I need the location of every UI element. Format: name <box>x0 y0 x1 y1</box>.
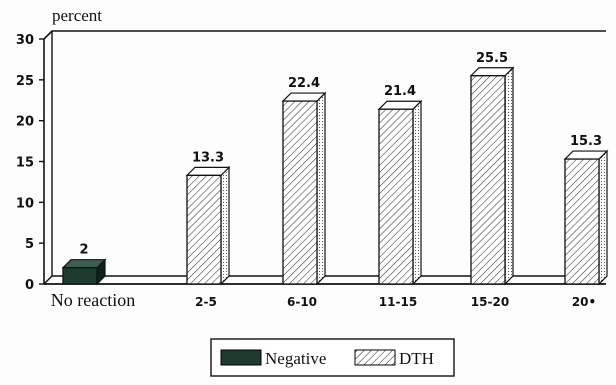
x-tick-label: No reaction <box>51 290 135 310</box>
bar-top-face <box>469 67 515 77</box>
bar-20-: 15.3 <box>563 134 609 286</box>
floor-left-edge <box>43 275 53 285</box>
y-tick-label: 20 <box>16 115 34 130</box>
bar-side-face <box>598 149 608 286</box>
bar-top-face <box>61 259 107 269</box>
x-tick-label: 15-20 <box>471 295 509 309</box>
x-tick-label: 20• <box>572 295 596 309</box>
bar-side-face <box>412 99 422 286</box>
data-label: 15.3 <box>570 134 602 149</box>
data-label: 21.4 <box>384 84 416 99</box>
bar-no-reaction: 2 <box>61 243 107 286</box>
bar-side-face <box>220 165 230 286</box>
bar-side-face <box>504 66 514 286</box>
bar-15-20: 25.5 <box>469 51 515 286</box>
bar-top-face <box>281 92 327 102</box>
x-tick-label: 2-5 <box>195 295 217 309</box>
bar-front-face <box>470 75 506 285</box>
bar-front-face <box>282 100 318 285</box>
bar-top-face <box>185 166 231 176</box>
legend: Negative DTH <box>210 338 455 377</box>
y-axis-label: percent <box>52 6 102 25</box>
bar-top-face <box>377 100 423 110</box>
y-tick-label: 10 <box>16 196 34 211</box>
y-tick-label: 30 <box>16 33 34 48</box>
legend-swatch-dth <box>354 349 396 366</box>
y-tick-label: 25 <box>16 74 34 89</box>
bar-front-face <box>378 108 414 285</box>
legend-swatch-negative <box>220 349 262 366</box>
y-tick-label: 5 <box>25 237 34 252</box>
bar-2-5: 13.3 <box>185 150 231 286</box>
data-label: 13.3 <box>192 150 224 165</box>
data-label: 25.5 <box>476 51 508 66</box>
legend-label-dth: DTH <box>399 349 434 368</box>
bar-side-face <box>316 91 326 286</box>
x-tick-label: 11-15 <box>379 295 417 309</box>
bar-11-15: 21.4 <box>377 84 423 286</box>
bar-top-face <box>563 150 609 160</box>
legend-label-negative: Negative <box>265 349 326 368</box>
y-tick-label: 0 <box>25 278 34 293</box>
bar-front-face <box>564 158 600 285</box>
data-label: 2 <box>79 243 88 258</box>
bar-front-face <box>186 174 222 285</box>
x-axis: No reaction 2-5 6-10 11-15 15-20 20• <box>51 290 596 310</box>
data-label: 22.4 <box>288 76 320 91</box>
y-tick-label: 15 <box>16 156 34 171</box>
x-tick-label: 6-10 <box>287 295 317 309</box>
y-axis: 0 5 10 15 20 25 30 <box>16 33 44 293</box>
bars: 2 13.3 22.4 21.4 25.5 15.3 <box>61 51 609 286</box>
bar-6-10: 22.4 <box>281 76 327 286</box>
bar-front-face <box>62 267 98 285</box>
